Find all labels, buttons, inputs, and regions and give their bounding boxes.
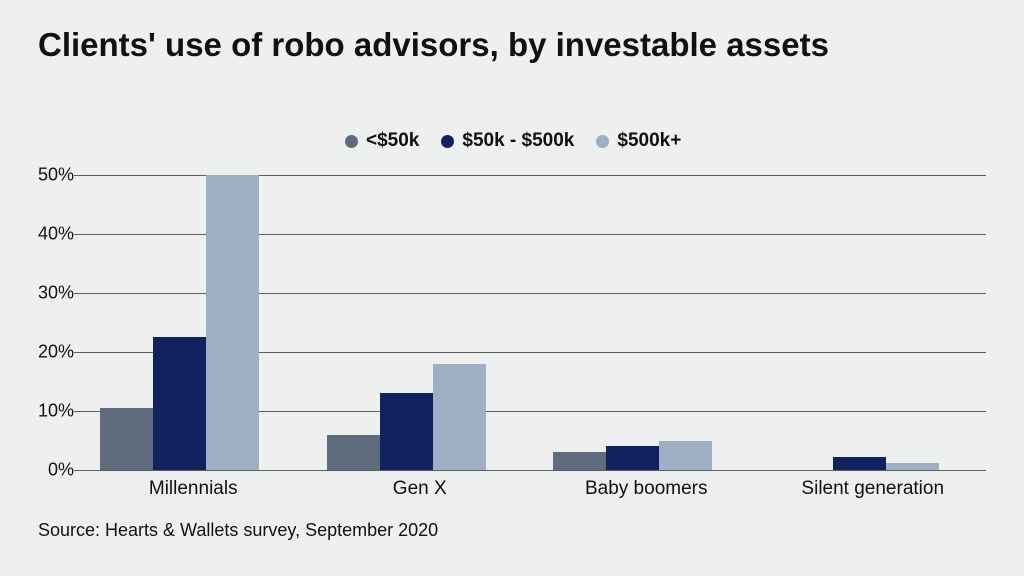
bar bbox=[153, 337, 206, 470]
bar bbox=[433, 364, 486, 470]
y-tick-label: 40% bbox=[38, 224, 80, 245]
y-tick-label: 50% bbox=[38, 165, 80, 186]
legend-label: $50k - $500k bbox=[462, 130, 574, 152]
y-tick-label: 10% bbox=[38, 401, 80, 422]
y-tick-label: 0% bbox=[48, 460, 80, 481]
legend-dot-icon bbox=[596, 135, 609, 148]
bar bbox=[553, 452, 606, 470]
x-tick-label: Baby boomers bbox=[535, 470, 757, 500]
bar-group: Silent generation bbox=[762, 175, 984, 470]
plot-area: 0%10%20%30%40%50%MillennialsGen XBaby bo… bbox=[80, 175, 986, 470]
chart-title: Clients' use of robo advisors, by invest… bbox=[38, 26, 858, 64]
y-tick-label: 30% bbox=[38, 283, 80, 304]
legend-item: $500k+ bbox=[596, 130, 681, 152]
legend: <$50k $50k - $500k $500k+ bbox=[345, 130, 681, 152]
legend-dot-icon bbox=[441, 135, 454, 148]
bar bbox=[206, 175, 259, 470]
bar-group: Millennials bbox=[82, 175, 304, 470]
bar bbox=[833, 457, 886, 470]
x-tick-label: Silent generation bbox=[762, 470, 984, 500]
bar-group: Baby boomers bbox=[535, 175, 757, 470]
legend-label: $500k+ bbox=[617, 130, 681, 152]
x-tick-label: Gen X bbox=[309, 470, 531, 500]
legend-item: <$50k bbox=[345, 130, 419, 152]
bar bbox=[886, 463, 939, 470]
legend-item: $50k - $500k bbox=[441, 130, 574, 152]
y-tick-label: 20% bbox=[38, 342, 80, 363]
bar bbox=[659, 441, 712, 471]
x-tick-label: Millennials bbox=[82, 470, 304, 500]
bar bbox=[606, 446, 659, 470]
bar-group: Gen X bbox=[309, 175, 531, 470]
source-text: Source: Hearts & Wallets survey, Septemb… bbox=[38, 520, 438, 541]
legend-dot-icon bbox=[345, 135, 358, 148]
chart-canvas: Clients' use of robo advisors, by invest… bbox=[0, 0, 1024, 576]
bar bbox=[327, 435, 380, 470]
bar bbox=[100, 408, 153, 470]
bar bbox=[380, 393, 433, 470]
legend-label: <$50k bbox=[366, 130, 419, 152]
